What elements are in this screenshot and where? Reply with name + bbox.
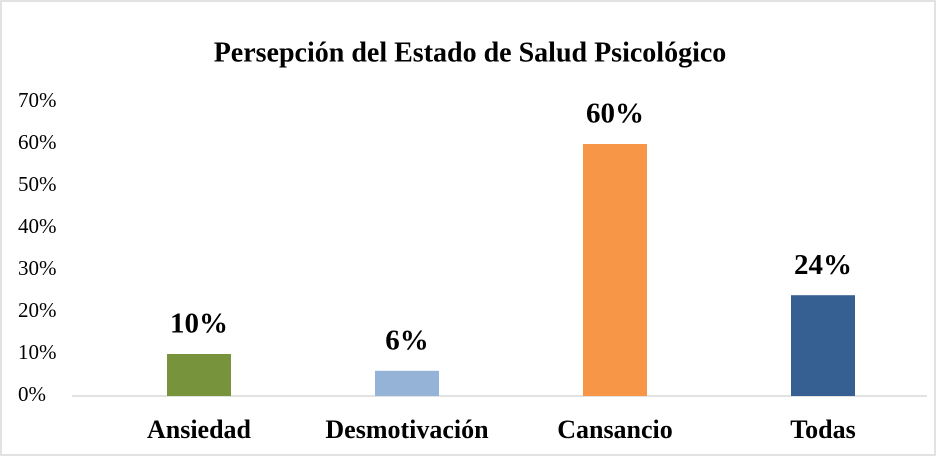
y-tick-label: 70% (18, 88, 57, 112)
y-tick-label: 50% (18, 172, 57, 196)
y-tick-label: 0% (18, 382, 46, 406)
x-tick-label: Todas (790, 415, 856, 444)
value-label: 6% (385, 324, 429, 356)
y-tick-label: 30% (18, 256, 57, 280)
value-label: 60% (586, 98, 644, 130)
bar (791, 295, 855, 396)
bar (167, 354, 231, 396)
y-tick-label: 40% (18, 214, 57, 238)
x-tick-label: Ansiedad (147, 415, 252, 444)
value-label: 24% (794, 249, 852, 281)
value-label: 10% (170, 308, 228, 340)
x-tick-label: Desmotivación (325, 415, 489, 444)
bar (375, 370, 439, 396)
y-tick-label: 60% (18, 130, 57, 154)
bar (583, 144, 647, 396)
y-tick-label: 20% (18, 298, 57, 322)
y-tick-label: 10% (18, 340, 57, 364)
chart-title: Persepción del Estado de Salud Psicológi… (214, 37, 727, 68)
x-tick-label: Cansancio (557, 415, 673, 444)
